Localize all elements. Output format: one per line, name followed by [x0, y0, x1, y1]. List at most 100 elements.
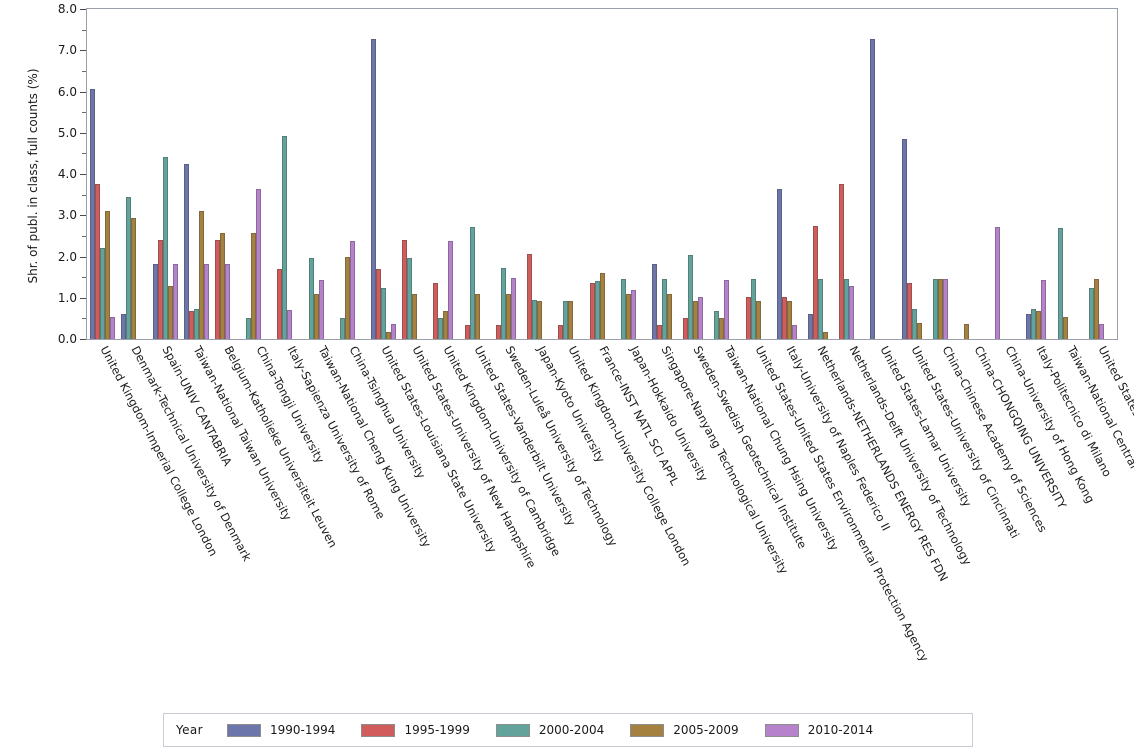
bar [448, 241, 454, 339]
bar-group [620, 9, 646, 339]
bar-group [558, 9, 583, 339]
bar [688, 254, 694, 339]
bar [90, 89, 96, 339]
bar [464, 324, 470, 339]
legend-entry[interactable]: 1995-1999 [361, 723, 470, 737]
bar [755, 300, 761, 339]
bar [870, 39, 876, 339]
bar [630, 289, 636, 339]
bar-group [714, 9, 739, 339]
bar [131, 218, 137, 339]
bar [95, 183, 101, 339]
y-tick-label: 8.0 [57, 2, 77, 16]
legend-entry[interactable]: 2000-2004 [495, 723, 605, 737]
bar-group [1057, 9, 1083, 339]
bar [287, 309, 293, 339]
legend-entry[interactable]: 1990-1994 [227, 723, 335, 737]
bar [822, 332, 828, 339]
bar-group [870, 9, 895, 339]
x-tick-label: Denmark-Technical University of Denmark [128, 343, 255, 564]
legend-swatch [495, 723, 530, 737]
bar [906, 282, 912, 339]
bar-group [183, 9, 209, 339]
y-tick-minor-mark [82, 318, 86, 320]
bar-group [90, 9, 116, 339]
bar [308, 258, 314, 339]
bar [786, 300, 792, 339]
bar [121, 314, 127, 339]
bar [152, 263, 158, 339]
bar [318, 280, 324, 339]
y-tick-mark [80, 9, 86, 10]
bar [183, 163, 189, 339]
bar [1031, 308, 1037, 339]
y-tick-mark [80, 297, 86, 299]
bar [433, 282, 439, 339]
bar [505, 294, 511, 339]
bar [916, 322, 922, 339]
bar [339, 317, 345, 339]
bar [214, 240, 220, 339]
legend-swatch [630, 723, 665, 737]
bar [344, 256, 350, 339]
bar-group [464, 9, 490, 339]
y-tick-minor-mark [82, 70, 86, 72]
bar [844, 279, 850, 339]
bar [1057, 227, 1063, 339]
bar [219, 233, 225, 339]
bar [719, 317, 725, 339]
bar-group [371, 9, 396, 339]
y-tick-mark [80, 256, 86, 258]
bar [594, 281, 600, 339]
bar [724, 280, 730, 339]
legend: Year 1990-1994 1995-1999 2000-2004 2005-200… [163, 713, 973, 747]
x-axis-labels: United Kingdom-Imperial College London De… [0, 340, 1134, 700]
bar [157, 240, 163, 339]
bar-group [964, 9, 989, 339]
bar-group [776, 9, 802, 339]
legend-entry[interactable]: 2010-2014 [764, 723, 873, 737]
y-tick-minor-mark [82, 194, 86, 196]
legend-entries: 1990-1994 1995-1999 2000-2004 2005-2009 2010… [227, 723, 899, 737]
bar [193, 308, 199, 339]
bar [932, 279, 938, 339]
bar [110, 317, 116, 339]
y-tick-label: 0.0 [57, 332, 77, 346]
bar [500, 268, 506, 339]
bar [172, 263, 178, 339]
bar [714, 310, 720, 339]
bar [313, 294, 319, 339]
bar [745, 296, 751, 339]
y-tick-minor-mark [82, 153, 86, 155]
bar [126, 196, 132, 339]
bar [537, 300, 543, 339]
bar [911, 308, 917, 339]
bar [256, 188, 262, 339]
bar [558, 324, 564, 339]
y-tick-minor-mark [82, 112, 86, 114]
bar [527, 254, 533, 339]
bar [781, 296, 787, 339]
bar [381, 288, 386, 339]
bar [438, 317, 444, 339]
y-tick-label: 1.0 [57, 290, 77, 305]
y-tick-label: 6.0 [57, 84, 77, 99]
x-tick-label: Taiwan-National Central University [1064, 343, 1134, 526]
bar-group [651, 9, 677, 339]
bar [817, 279, 823, 339]
bar [100, 247, 106, 339]
bar [807, 314, 813, 339]
bar [693, 300, 699, 339]
legend-entry[interactable]: 2005-2009 [630, 723, 739, 737]
bar [162, 156, 168, 339]
bar [251, 233, 257, 339]
bar [849, 286, 855, 339]
bar [589, 282, 595, 339]
bar [995, 227, 1001, 339]
legend-label: 2000-2004 [538, 723, 605, 737]
bar [443, 310, 449, 339]
bar-group [121, 9, 146, 339]
bar-group [683, 9, 708, 339]
bar [620, 279, 626, 339]
